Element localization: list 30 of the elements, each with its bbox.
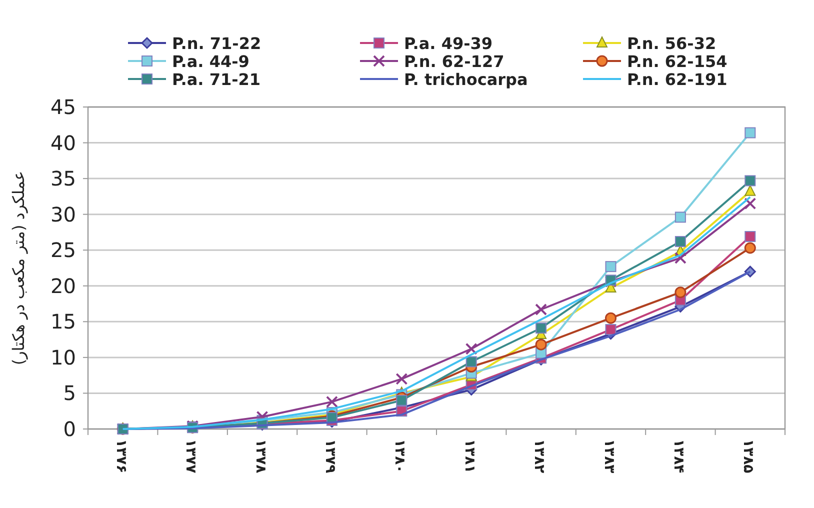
legend-label: P. trichocarpa: [404, 70, 528, 89]
x-tick-label: ۱۳۸۲: [531, 439, 548, 474]
legend-label: P.a. 71-21: [172, 70, 260, 89]
y-axis-title: عملکرد (متر مکعب در هکتار): [9, 170, 28, 366]
y-tick-label: 25: [50, 238, 76, 262]
legend-label: P.n. 62-127: [404, 52, 504, 71]
legend-label: P.a. 44-9: [172, 52, 250, 71]
x-tick-label: ۱۳۸۱: [461, 439, 478, 474]
x-tick-label: ۱۳۸۳: [600, 439, 617, 474]
y-tick-label: 0: [63, 417, 76, 441]
y-tick-label: 30: [50, 202, 76, 226]
x-tick-label: ۱۳۸۴: [670, 439, 686, 474]
x-tick-label: ۱۳۸۵: [740, 439, 756, 474]
y-tick-label: 20: [50, 274, 76, 298]
y-tick-label: 40: [50, 130, 76, 155]
legend-label: P.n. 56-32: [627, 34, 716, 53]
legend-label: P.a. 49-39: [404, 34, 492, 53]
y-tick-label: 15: [50, 310, 76, 334]
legend-label: P.n. 62-154: [627, 52, 728, 71]
x-tick-label: ۱۳۸۰: [392, 439, 408, 474]
legend-label: P.n. 62-191: [627, 70, 728, 89]
y-tick-label: 5: [63, 381, 76, 406]
y-tick-label: 35: [50, 166, 76, 191]
legend-label: P.n. 71-22: [172, 34, 262, 53]
x-tick-label: ۱۳۷۶: [112, 439, 129, 474]
y-tick-label: 10: [50, 345, 76, 370]
x-tick-label: ۱۳۷۷: [182, 439, 199, 474]
x-tick-label: ۱۳۷۹: [322, 439, 338, 474]
y-tick-label: 45: [50, 95, 76, 119]
x-tick-label: ۱۳۷۸: [252, 439, 268, 474]
